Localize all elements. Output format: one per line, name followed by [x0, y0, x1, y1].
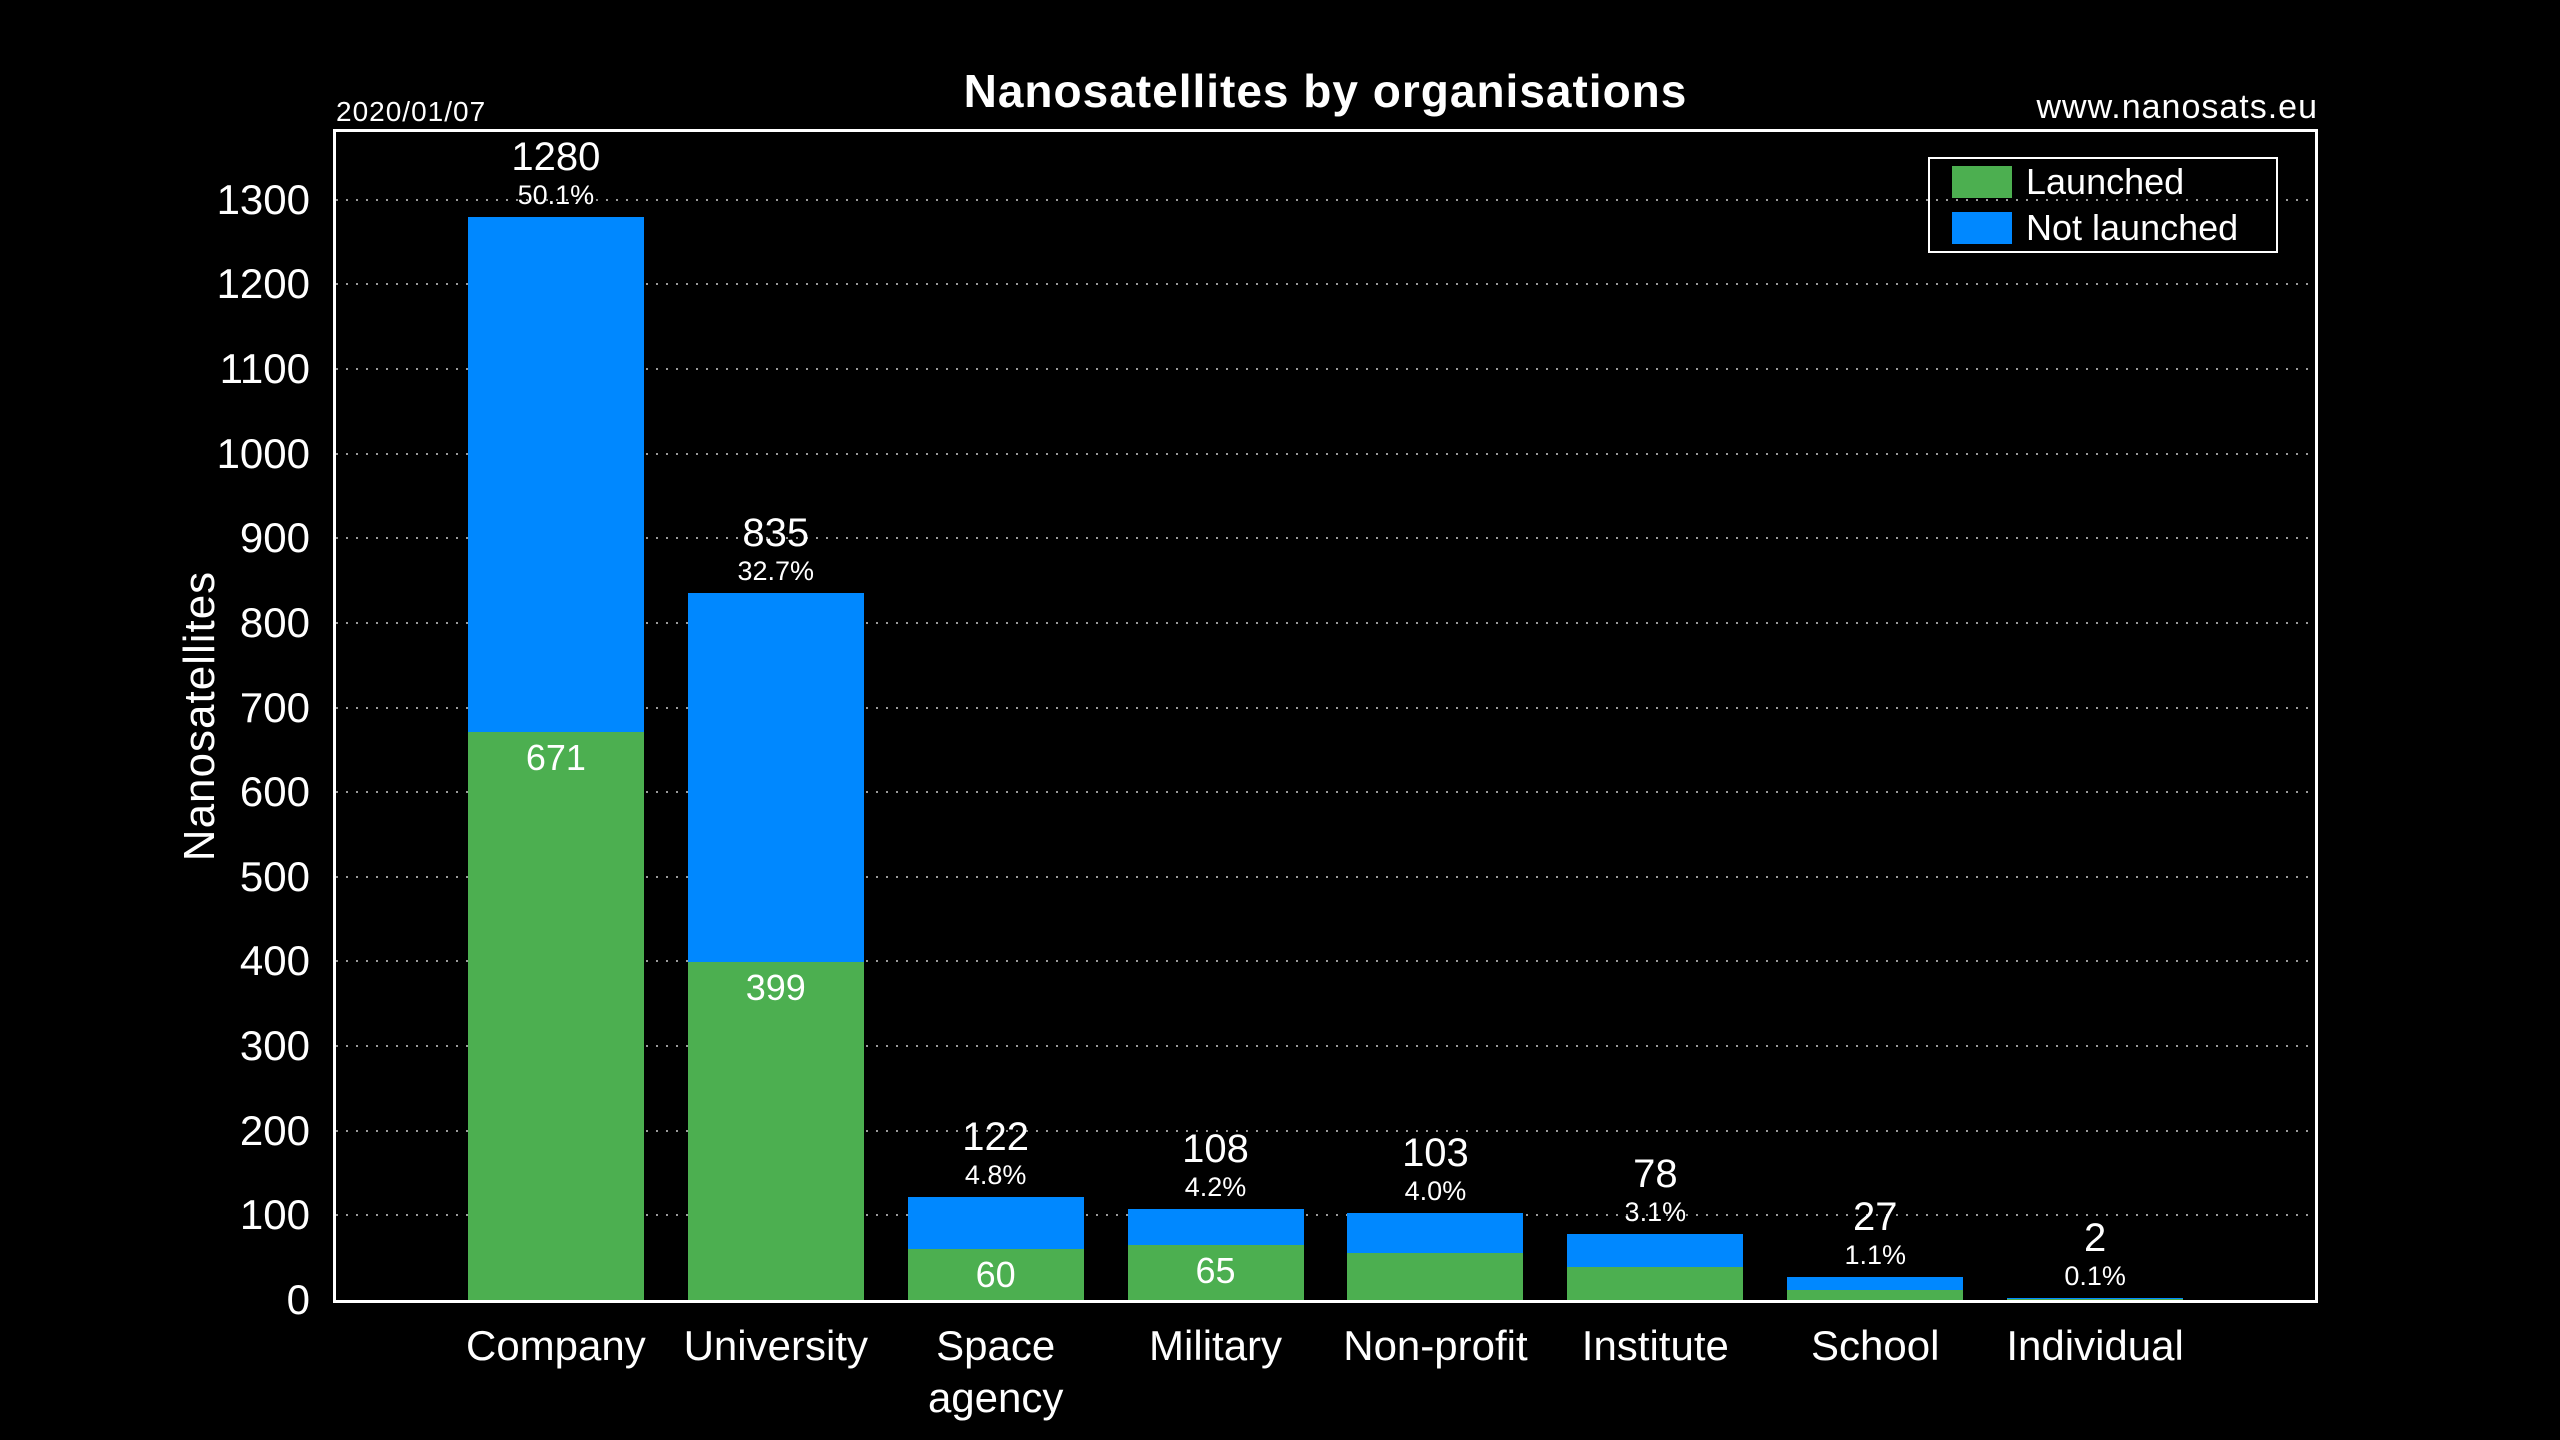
segment-launched [467, 732, 644, 1300]
bar-institute [1567, 132, 1744, 1300]
bar-total-labels: 835 32.7% [651, 510, 901, 587]
x-category-label: Institute [1581, 1322, 1729, 1369]
y-tick-label: 200 [239, 1106, 310, 1154]
gridline-900 [336, 537, 2315, 540]
segment-launched [1567, 1267, 1744, 1300]
y-tick-label: 800 [239, 598, 310, 646]
gridline-1300 [336, 198, 2315, 201]
not-launched-swatch-icon [1952, 212, 2012, 244]
gridline-1200 [336, 283, 2315, 286]
total-percent-label: 4.8% [964, 1160, 1027, 1190]
segment-launched [2007, 1299, 2184, 1300]
y-tick-label: 1000 [216, 429, 310, 477]
plot-area: 671 1280 50.1% 399 835 32.7% 60 122 4.8% 65 108 4.2… [333, 129, 2318, 1303]
bar-total-labels: 78 3.1% [1530, 1151, 1780, 1228]
bar-total-labels: 27 1.1% [1750, 1194, 2000, 1271]
total-value-label: 122 [962, 1115, 1030, 1159]
total-percent-label: 1.1% [1844, 1240, 1906, 1270]
legend: Launched Not launched [1928, 157, 2278, 253]
gridline-800 [336, 621, 2315, 624]
segment-not-launched [687, 593, 864, 962]
gridline-600 [336, 791, 2315, 794]
website-label: www.nanosats.eu [2036, 88, 2318, 126]
total-value-label: 103 [1402, 1131, 1469, 1175]
gridline-500 [336, 875, 2315, 878]
gridline-300 [336, 1045, 2315, 1048]
segment-not-launched [907, 1197, 1084, 1249]
bar-total-labels: 122 4.8% [871, 1114, 1121, 1191]
y-tick-label: 700 [239, 683, 310, 731]
legend-row-not-launched: Not launched [1930, 205, 2276, 251]
total-percent-label: 4.0% [1404, 1176, 1467, 1206]
gridline-1000 [336, 452, 2315, 455]
gridline-1100 [336, 368, 2315, 370]
legend-label: Launched [2026, 161, 2185, 202]
gridline-700 [336, 706, 2315, 709]
bar-non-profit [1347, 132, 1524, 1300]
bar-individual [2007, 132, 2184, 1300]
x-category-label: Military [1149, 1322, 1283, 1369]
segment-not-launched [1347, 1213, 1524, 1253]
chart-title: Nanosatellites by organisations [963, 65, 1688, 117]
y-tick-label: 600 [239, 768, 310, 816]
total-value-label: 108 [1182, 1127, 1249, 1171]
launched-swatch-icon [1952, 166, 2012, 198]
legend-row-launched: Launched [1930, 159, 2276, 205]
total-percent-label: 0.1% [2064, 1261, 2126, 1291]
segment-not-launched [1127, 1209, 1304, 1245]
gridline-400 [336, 960, 2315, 963]
bar-total-labels: 1280 50.1% [431, 134, 681, 211]
segment-launched [1347, 1253, 1524, 1300]
segment-not-launched [1787, 1277, 1964, 1290]
segment-not-launched [467, 217, 644, 732]
x-category-label: Space agency [927, 1322, 1064, 1421]
total-percent-label: 3.1% [1624, 1197, 1687, 1227]
y-tick-label: 500 [239, 852, 310, 900]
y-tick-label: 0 [286, 1276, 310, 1323]
segment-launched [687, 962, 864, 1300]
y-tick-label: 1300 [216, 175, 310, 223]
segment-launched [1127, 1245, 1304, 1300]
x-category-label: Company [465, 1322, 646, 1369]
y-tick-label: 1100 [219, 344, 310, 392]
segment-not-launched [2007, 1298, 2184, 1299]
launched-value-label: 671 [525, 737, 586, 778]
total-value-label: 2 [2083, 1216, 2107, 1260]
segment-launched [907, 1249, 1084, 1300]
launched-value-label: 399 [745, 967, 806, 1008]
total-percent-label: 50.1% [517, 180, 595, 210]
x-category-label: University [683, 1322, 868, 1369]
total-value-label: 835 [742, 511, 810, 555]
segment-not-launched [1567, 1234, 1744, 1267]
segment-launched [1787, 1290, 1964, 1300]
total-percent-label: 32.7% [737, 556, 815, 586]
y-tick-label: 900 [239, 514, 310, 562]
bar-company: 671 [467, 132, 644, 1300]
bar-school [1787, 132, 1964, 1300]
bar-space-agency: 60 [907, 132, 1084, 1300]
bar-military: 65 [1127, 132, 1304, 1300]
launched-value-label: 65 [1195, 1250, 1236, 1291]
x-category-label: Individual [2006, 1322, 2184, 1369]
bar-total-labels: 2 0.1% [1970, 1215, 2220, 1292]
bar-university: 399 [687, 132, 864, 1300]
bar-total-labels: 108 4.2% [1091, 1126, 1341, 1203]
bar-total-labels: 103 4.0% [1310, 1130, 1560, 1207]
gridline-200 [336, 1129, 2315, 1132]
total-percent-label: 4.2% [1184, 1172, 1247, 1202]
y-tick-label: 100 [239, 1191, 310, 1239]
y-tick-label: 300 [239, 1022, 310, 1070]
gridline-100 [336, 1214, 2315, 1217]
y-tick-label: 1200 [216, 260, 310, 308]
x-category-label: Non-profit [1343, 1322, 1528, 1369]
total-value-label: 27 [1852, 1195, 1898, 1239]
y-tick-label: 400 [239, 937, 310, 985]
launched-value-label: 60 [975, 1254, 1016, 1295]
date-label: 2020/01/07 [336, 96, 487, 127]
total-value-label: 78 [1633, 1152, 1678, 1196]
x-category-label: School [1811, 1322, 1940, 1369]
legend-label: Not launched [2026, 207, 2239, 248]
total-value-label: 1280 [511, 135, 601, 179]
